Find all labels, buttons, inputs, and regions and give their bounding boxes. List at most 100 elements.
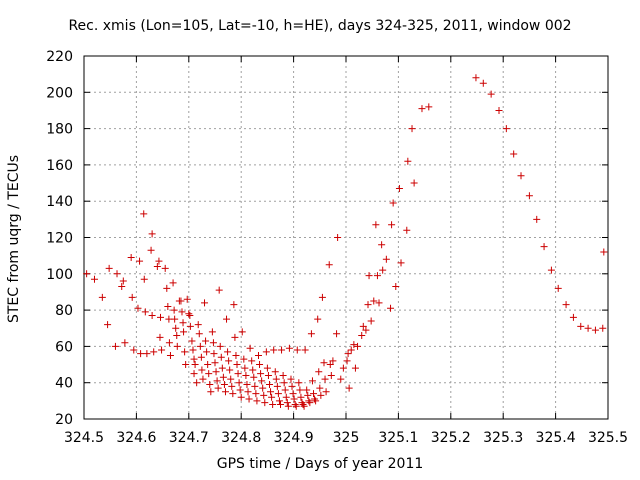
data-point <box>379 266 387 274</box>
data-point <box>525 192 533 200</box>
data-point <box>245 395 253 403</box>
data-point <box>287 375 295 383</box>
data-point <box>128 293 136 301</box>
data-point <box>254 351 262 359</box>
data-point <box>83 270 91 278</box>
data-point <box>183 295 191 303</box>
data-point <box>251 382 259 390</box>
data-point <box>408 125 416 133</box>
data-point <box>358 332 366 340</box>
data-point <box>147 246 155 254</box>
data-point <box>317 391 325 399</box>
data-point <box>320 359 328 367</box>
data-point <box>153 263 161 271</box>
data-point <box>225 357 233 365</box>
data-point <box>339 364 347 372</box>
y-tick-label: 100 <box>46 267 73 283</box>
data-point <box>218 364 226 372</box>
data-point <box>334 234 342 241</box>
data-point <box>318 293 326 301</box>
x-axis-label: GPS time / Days of year 2011 <box>216 456 424 472</box>
data-point <box>119 277 127 285</box>
data-point <box>305 397 313 405</box>
data-point <box>113 270 121 278</box>
data-point <box>337 375 345 383</box>
data-point <box>197 353 205 361</box>
data-point <box>199 375 207 383</box>
data-point <box>158 346 166 354</box>
data-point <box>403 226 411 234</box>
data-point <box>224 348 232 356</box>
data-point <box>238 328 246 336</box>
data-point <box>269 400 277 408</box>
data-point <box>237 393 245 401</box>
data-point <box>312 397 320 405</box>
x-tick-label: 325.3 <box>483 430 523 446</box>
data-point <box>214 384 222 392</box>
data-point <box>303 386 311 394</box>
data-point <box>329 357 337 365</box>
data-point <box>205 370 213 378</box>
x-tick-label: 324.6 <box>116 430 156 446</box>
x-tick-label: 325.2 <box>431 430 471 446</box>
data-point <box>180 328 188 336</box>
data-point <box>233 361 241 369</box>
data-point <box>362 326 370 334</box>
x-tick-label: 324.8 <box>221 430 261 446</box>
data-point <box>216 342 224 350</box>
data-point <box>191 361 199 369</box>
data-point <box>258 377 266 385</box>
data-point <box>307 330 315 338</box>
data-point <box>359 322 367 330</box>
data-point <box>261 399 269 407</box>
data-point <box>395 184 403 192</box>
data-point <box>333 330 341 338</box>
data-point <box>221 388 229 396</box>
data-point <box>495 106 503 114</box>
x-tick-label: 325.4 <box>536 430 576 446</box>
data-point <box>502 125 510 133</box>
data-point <box>270 346 278 354</box>
data-point <box>141 308 149 316</box>
data-point <box>212 368 220 376</box>
data-point <box>291 400 299 408</box>
data-point <box>382 255 390 263</box>
data-point <box>198 366 206 374</box>
data-point <box>220 381 228 389</box>
data-point <box>134 304 142 312</box>
data-point <box>202 337 210 345</box>
data-point <box>310 390 318 398</box>
data-point <box>171 315 179 323</box>
data-point <box>584 324 592 332</box>
data-point <box>243 381 251 389</box>
data-point <box>179 319 187 327</box>
data-point <box>264 371 272 379</box>
data-point <box>354 342 362 350</box>
data-point <box>293 346 301 354</box>
data-point <box>404 157 412 165</box>
grid-lines <box>84 56 608 419</box>
data-point <box>365 272 373 280</box>
data-point <box>540 243 548 251</box>
data-point <box>562 301 570 309</box>
data-point <box>173 342 181 350</box>
data-point <box>271 368 279 376</box>
data-point <box>178 308 186 316</box>
data-point <box>229 390 237 398</box>
data-point <box>208 328 216 336</box>
data-point <box>316 384 324 392</box>
data-point <box>164 302 172 310</box>
data-point <box>375 299 383 307</box>
data-point <box>275 397 283 405</box>
data-point <box>600 248 608 256</box>
data-point <box>185 310 193 318</box>
data-point <box>186 312 194 320</box>
data-point <box>370 297 378 305</box>
data-point <box>260 391 268 399</box>
data-point <box>253 397 261 405</box>
y-tick-label: 160 <box>46 158 73 174</box>
data-point <box>256 361 264 369</box>
data-point <box>296 386 304 394</box>
data-point <box>345 384 353 392</box>
data-point <box>344 350 352 358</box>
